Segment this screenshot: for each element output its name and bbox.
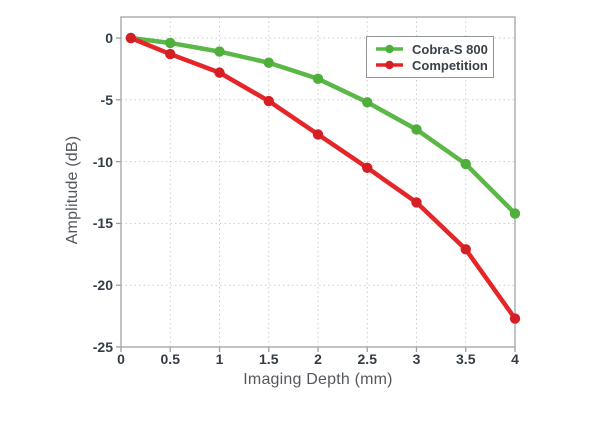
legend-item: Competition (376, 58, 493, 73)
x-tick-label: 2.5 (357, 351, 377, 367)
data-point (263, 57, 274, 68)
legend-label: Competition (412, 57, 488, 73)
data-point (411, 197, 422, 208)
plot-frame (120, 16, 516, 348)
data-point (460, 158, 471, 170)
x-tick-label: 1 (215, 351, 224, 367)
y-tick-label: -25 (92, 339, 113, 355)
x-tick-label: 3.5 (456, 351, 476, 367)
y-tick-label: -15 (92, 215, 113, 232)
x-tick-label: 3 (412, 351, 421, 367)
data-point (263, 95, 274, 107)
data-point (165, 48, 176, 60)
data-point (165, 37, 176, 49)
legend-item: Cobra-S 800 (376, 42, 493, 57)
data-point (125, 32, 137, 44)
x-axis-title: Imaging Depth (mm) (243, 371, 393, 388)
legend: Cobra-S 800 Competition (366, 36, 494, 78)
data-point (509, 208, 521, 219)
y-tick-label: 0 (105, 30, 113, 46)
x-tick-label: 0 (117, 351, 125, 367)
x-tick-label: 4 (511, 351, 519, 367)
data-point (460, 244, 471, 255)
data-point (362, 97, 373, 108)
data-point (312, 129, 324, 140)
legend-line-swatch-icon (376, 60, 403, 70)
x-tick-label: 0.5 (160, 351, 180, 367)
y-tick-label: -5 (100, 91, 113, 108)
y-tick-label: -20 (92, 277, 113, 294)
legend-line-swatch-icon (376, 44, 403, 54)
data-point (411, 124, 422, 135)
data-point (312, 73, 324, 84)
legend-label: Cobra-S 800 (412, 41, 488, 57)
data-point (362, 162, 373, 173)
data-point (214, 67, 225, 78)
data-point (214, 46, 225, 57)
x-tick-label: 1.5 (259, 351, 279, 367)
data-point (509, 313, 521, 324)
y-axis-title: Amplitude (dB) (64, 135, 81, 245)
x-tick-label: 2 (314, 351, 322, 367)
y-tick-label: -10 (92, 153, 113, 170)
